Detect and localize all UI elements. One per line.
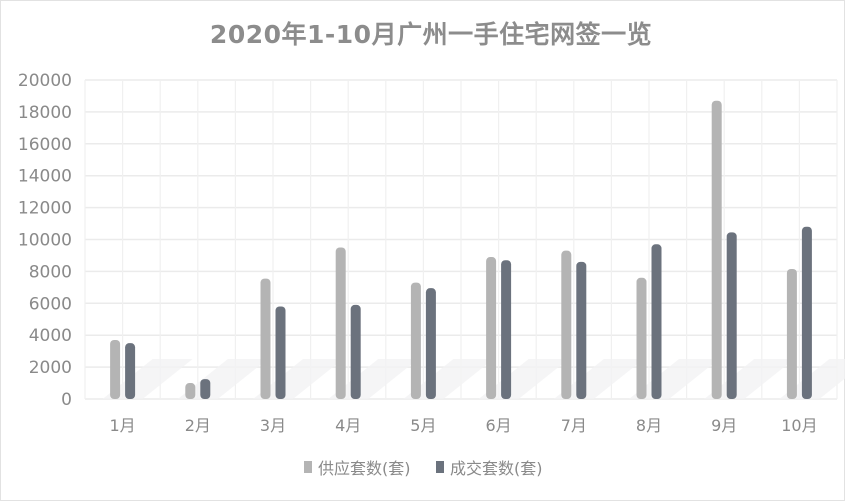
x-category-label: 8月 (636, 416, 662, 435)
bar-sold (125, 343, 136, 399)
y-tick-label: 14000 (18, 167, 72, 187)
legend-swatch (304, 461, 312, 473)
bar-supply (561, 250, 572, 399)
y-tick-label: 16000 (18, 135, 72, 155)
bar-sold (200, 379, 211, 399)
chart-title: 2020年1-10月广州一手住宅网签一览 (210, 20, 652, 49)
grid-lines (84, 79, 838, 400)
y-tick-label: 12000 (18, 199, 72, 219)
x-category-label: 7月 (561, 416, 587, 435)
bar-supply (486, 257, 497, 399)
bar-sold (801, 226, 812, 399)
bar-sold (501, 260, 512, 399)
bar-sold (651, 244, 662, 399)
bar-supply (786, 269, 797, 399)
bar-sold (576, 261, 587, 399)
bar-supply (110, 339, 121, 399)
x-category-label: 1月 (110, 416, 136, 435)
y-tick-label: 20000 (18, 71, 72, 91)
y-tick-label: 4000 (29, 326, 72, 346)
y-tick-label: 10000 (18, 231, 72, 251)
legend: 供应套数(套) 成交套数(套) (304, 459, 543, 478)
bar-sold (275, 306, 286, 399)
bar-supply (711, 100, 722, 400)
x-category-label: 2月 (185, 416, 211, 435)
bar-supply (335, 247, 346, 399)
x-axis-categories: 1月 2月 3月 4月 5月 6月 7月 8月 9月 10月 (110, 416, 818, 435)
x-category-label: 3月 (260, 416, 286, 435)
legend-label: 成交套数(套) (450, 459, 543, 478)
y-tick-label: 6000 (29, 294, 72, 314)
bars (110, 100, 812, 400)
x-category-label: 6月 (486, 416, 512, 435)
x-category-label: 5月 (410, 416, 436, 435)
bar-supply (260, 278, 271, 399)
y-tick-label: 0 (61, 390, 72, 410)
y-tick-label: 8000 (29, 262, 72, 282)
x-category-label: 4月 (335, 416, 361, 435)
y-axis-ticks: 0 2000 4000 6000 8000 10000 12000 14000 16000 180… (18, 71, 72, 410)
bar-sold (350, 304, 361, 399)
bar-sold (726, 232, 737, 399)
bar-supply (185, 383, 196, 399)
y-tick-label: 18000 (18, 103, 72, 123)
bar-supply (410, 282, 421, 399)
y-tick-label: 2000 (29, 358, 72, 378)
x-category-label: 9月 (711, 416, 737, 435)
bar-supply (636, 277, 647, 399)
x-category-label: 10月 (781, 416, 817, 435)
legend-swatch (436, 461, 444, 473)
bar-sold (425, 288, 436, 399)
legend-label: 供应套数(套) (318, 459, 411, 478)
